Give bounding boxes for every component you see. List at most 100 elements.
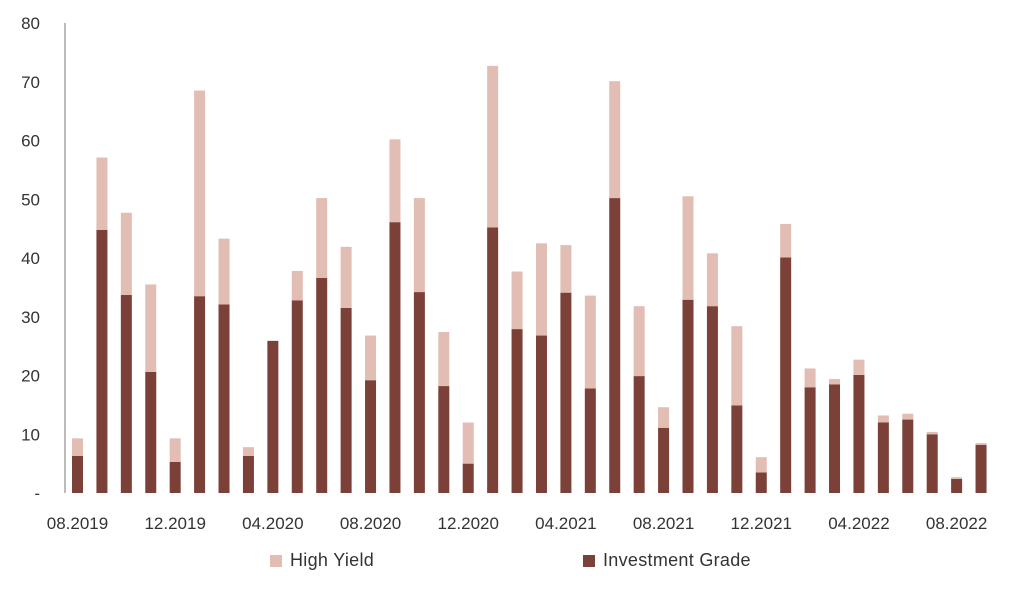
bar-investment-grade-01-2022 (780, 257, 792, 493)
bar-investment-grade-12-2021 (755, 472, 767, 493)
bar-investment-grade-06-2022 (902, 419, 914, 493)
x-tick-label-08-2020: 08.2020 (340, 514, 401, 533)
bar-high-yield-11-2020 (438, 332, 450, 387)
bar-high-yield-08-2020 (365, 335, 377, 381)
bar-high-yield-06-2020 (316, 198, 328, 278)
bar-investment-grade-06-2020 (316, 277, 328, 493)
legend-item-high-yield: High Yield (270, 550, 374, 571)
x-tick-label-12-2019: 12.2019 (144, 514, 205, 533)
bar-investment-grade-08-2019 (72, 455, 83, 493)
bar-investment-grade-11-2020 (438, 386, 450, 493)
legend-swatch-investment-grade (583, 554, 595, 567)
bar-investment-grade-05-2021 (584, 388, 596, 493)
bar-high-yield-07-2021 (633, 306, 645, 377)
bar-investment-grade-10-2021 (706, 306, 718, 493)
bar-investment-grade-08-2020 (365, 380, 377, 493)
bar-high-yield-09-2021 (682, 196, 694, 300)
bar-high-yield-03-2021 (535, 243, 547, 336)
y-tick-label-10: 10 (21, 425, 40, 444)
bar-investment-grade-09-2022 (975, 444, 987, 493)
bar-high-yield-06-2022 (902, 413, 914, 420)
bar-investment-grade-05-2020 (291, 300, 303, 493)
bar-high-yield-12-2019 (169, 438, 181, 462)
legend-item-investment-grade: Investment Grade (583, 550, 751, 571)
bar-investment-grade-10-2019 (120, 295, 132, 493)
bar-investment-grade-11-2019 (145, 371, 157, 493)
bar-investment-grade-03-2020 (242, 455, 254, 493)
bar-high-yield-09-2019 (96, 157, 108, 230)
y-tick-label-zero: - (34, 484, 40, 503)
bar-high-yield-11-2019 (145, 284, 157, 372)
y-axis-ticks: - 10 20 30 40 50 60 70 80 (21, 14, 40, 503)
bar-high-yield-04-2021 (560, 245, 572, 293)
x-tick-label-08-2022: 08.2022 (926, 514, 987, 533)
bar-high-yield-12-2021 (755, 457, 767, 473)
bar-high-yield-01-2022 (780, 223, 792, 258)
bar-investment-grade-02-2020 (218, 304, 230, 493)
bar-investment-grade-01-2020 (194, 296, 206, 493)
bar-high-yield-05-2020 (291, 270, 303, 301)
y-tick-label-30: 30 (21, 308, 40, 327)
x-tick-label-12-2021: 12.2021 (731, 514, 792, 533)
bar-investment-grade-05-2022 (877, 422, 889, 493)
bar-high-yield-10-2020 (413, 198, 425, 293)
bar-investment-grade-08-2022 (951, 478, 963, 493)
y-tick-label-20: 20 (21, 367, 40, 386)
bar-high-yield-02-2021 (511, 271, 523, 330)
bar-high-yield-07-2022 (926, 431, 938, 435)
bar-high-yield-01-2020 (194, 90, 206, 297)
bar-high-yield-01-2021 (487, 65, 499, 228)
legend-label-investment-grade: Investment Grade (603, 550, 751, 570)
y-tick-label-40: 40 (21, 249, 40, 268)
x-tick-label-08-2019: 08.2019 (47, 514, 108, 533)
bar-investment-grade-04-2021 (560, 292, 572, 493)
legend-label-high-yield: High Yield (290, 550, 375, 570)
plot-area (72, 65, 987, 494)
y-tick-label-50: 50 (21, 190, 40, 209)
bar-high-yield-06-2021 (609, 81, 621, 199)
bar-high-yield-05-2021 (584, 295, 596, 389)
bar-high-yield-03-2020 (242, 447, 254, 456)
y-tick-label-70: 70 (21, 73, 40, 92)
bar-investment-grade-09-2019 (96, 229, 108, 494)
bar-high-yield-08-2019 (72, 438, 83, 456)
bar-investment-grade-03-2022 (829, 384, 841, 493)
x-tick-label-04-2020: 04.2020 (242, 514, 303, 533)
bar-investment-grade-10-2020 (413, 292, 425, 493)
bar-investment-grade-06-2021 (609, 198, 621, 493)
x-tick-label-04-2022: 04.2022 (828, 514, 889, 533)
bar-high-yield-02-2022 (804, 368, 816, 388)
bar-investment-grade-07-2020 (340, 307, 352, 493)
bar-high-yield-10-2021 (706, 253, 718, 307)
bar-investment-grade-04-2020 (267, 340, 279, 493)
bar-high-yield-11-2021 (731, 326, 743, 406)
bar-high-yield-02-2020 (218, 238, 230, 305)
y-tick-label-80: 80 (21, 14, 40, 33)
x-tick-label-04-2021: 04.2021 (535, 514, 596, 533)
bar-high-yield-09-2022 (975, 443, 987, 445)
x-axis-ticks: 08.2019 12.2019 04.2020 08.2020 12.2020 04.20… (47, 514, 988, 533)
legend-swatch-high-yield (270, 554, 282, 567)
bar-high-yield-08-2022 (951, 477, 963, 479)
bar-investment-grade-02-2021 (511, 329, 523, 493)
legend: High Yield Investment Grade (0, 550, 1024, 574)
bar-investment-grade-01-2021 (487, 227, 499, 493)
bar-high-yield-10-2019 (120, 212, 132, 296)
bar-high-yield-08-2021 (658, 407, 670, 428)
bar-high-yield-04-2022 (853, 359, 865, 375)
bar-investment-grade-12-2020 (462, 463, 474, 494)
bar-investment-grade-09-2020 (389, 222, 401, 493)
bar-investment-grade-04-2022 (853, 374, 865, 493)
y-tick-label-60: 60 (21, 132, 40, 151)
x-tick-label-08-2021: 08.2021 (633, 514, 694, 533)
bar-high-yield-07-2020 (340, 246, 352, 308)
x-tick-label-12-2020: 12.2020 (437, 514, 498, 533)
bar-high-yield-12-2020 (462, 422, 474, 464)
bar-investment-grade-07-2022 (926, 434, 938, 493)
bar-high-yield-05-2022 (877, 415, 889, 423)
bar-investment-grade-07-2021 (633, 376, 645, 493)
bar-high-yield-09-2020 (389, 139, 401, 223)
bar-investment-grade-09-2021 (682, 299, 694, 493)
bar-investment-grade-08-2021 (658, 427, 670, 493)
